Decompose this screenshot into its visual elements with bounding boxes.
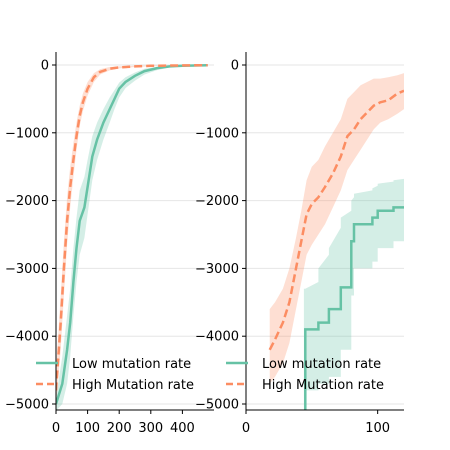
y-tick-label-right-4: −4000 bbox=[195, 330, 239, 345]
y-tick-label-right-1: −1000 bbox=[195, 126, 239, 141]
legend-right: Low mutation rate High Mutation rate bbox=[226, 357, 384, 393]
series-line-right-0 bbox=[303, 206, 404, 410]
series-line-left-0 bbox=[56, 64, 208, 405]
legend-left: Low mutation rate High Mutation rate bbox=[36, 357, 194, 393]
y-tick-label-right-5: −5000 bbox=[195, 398, 239, 413]
y-tick-label-left-3: −3000 bbox=[5, 262, 49, 277]
legend-label-left-1: High Mutation rate bbox=[72, 378, 194, 393]
band-right-1 bbox=[269, 73, 404, 384]
series-line-right-1 bbox=[268, 89, 404, 351]
y-tick-label-left-1: −1000 bbox=[5, 126, 49, 141]
y-tick-label-right-0: 0 bbox=[231, 59, 239, 74]
x-tick-label-left-4: 400 bbox=[170, 421, 195, 436]
y-tick-label-right-3: −3000 bbox=[195, 262, 239, 277]
x-tick-label-right-0: 0 bbox=[242, 421, 250, 436]
legend-label-right-1: High Mutation rate bbox=[262, 378, 384, 393]
y-tick-label-left-2: −2000 bbox=[5, 194, 49, 209]
y-tick-label-right-2: −2000 bbox=[195, 194, 239, 209]
x-tick-label-left-3: 300 bbox=[138, 421, 163, 436]
x-tick-label-left-2: 200 bbox=[107, 421, 132, 436]
band-right-0 bbox=[303, 178, 404, 410]
x-tick-label-right-1: 100 bbox=[365, 421, 390, 436]
y-tick-label-left-0: 0 bbox=[41, 59, 49, 74]
y-tick-label-left-5: −5000 bbox=[5, 398, 49, 413]
legend-label-left-0: Low mutation rate bbox=[72, 357, 191, 372]
legend-label-right-0: Low mutation rate bbox=[262, 357, 381, 372]
x-tick-label-left-0: 0 bbox=[52, 421, 60, 436]
series-line-left-1 bbox=[56, 63, 208, 391]
x-tick-label-left-1: 100 bbox=[75, 421, 100, 436]
y-tick-label-left-4: −4000 bbox=[5, 330, 49, 345]
